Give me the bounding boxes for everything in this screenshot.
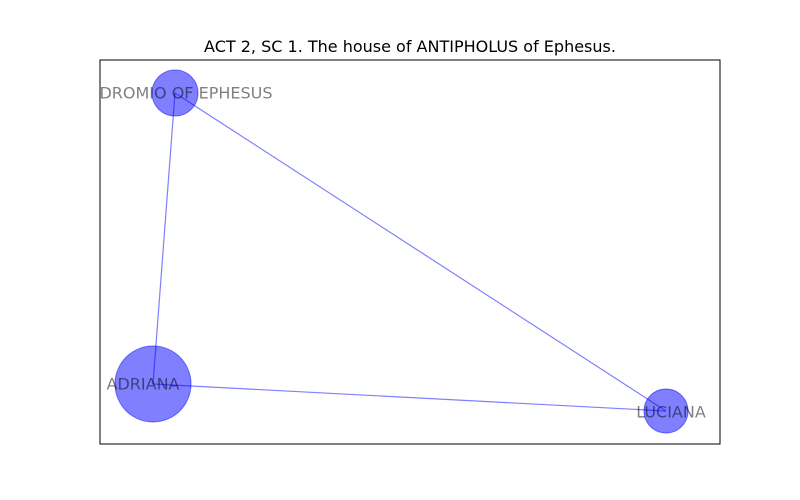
nodes-layer bbox=[114, 69, 689, 434]
node-adriana bbox=[114, 345, 192, 423]
node-dromio bbox=[151, 69, 199, 117]
node-luciana bbox=[643, 388, 689, 434]
node-label-luciana: LUCIANA bbox=[636, 403, 706, 422]
edge-dromio-adriana bbox=[152, 92, 176, 385]
edges-layer bbox=[152, 92, 667, 412]
edge-dromio-luciana bbox=[174, 92, 667, 412]
node-label-dromio: DROMIO OF EPHESUS bbox=[99, 84, 272, 103]
labels-layer: DROMIO OF EPHESUS ADRIANA LUCIANA bbox=[99, 84, 706, 422]
node-label-adriana: ADRIANA bbox=[107, 375, 180, 394]
plot-frame bbox=[99, 59, 721, 445]
edge-adriana-luciana bbox=[152, 383, 667, 412]
chart-title: ACT 2, SC 1. The house of ANTIPHOLUS of … bbox=[204, 37, 616, 56]
